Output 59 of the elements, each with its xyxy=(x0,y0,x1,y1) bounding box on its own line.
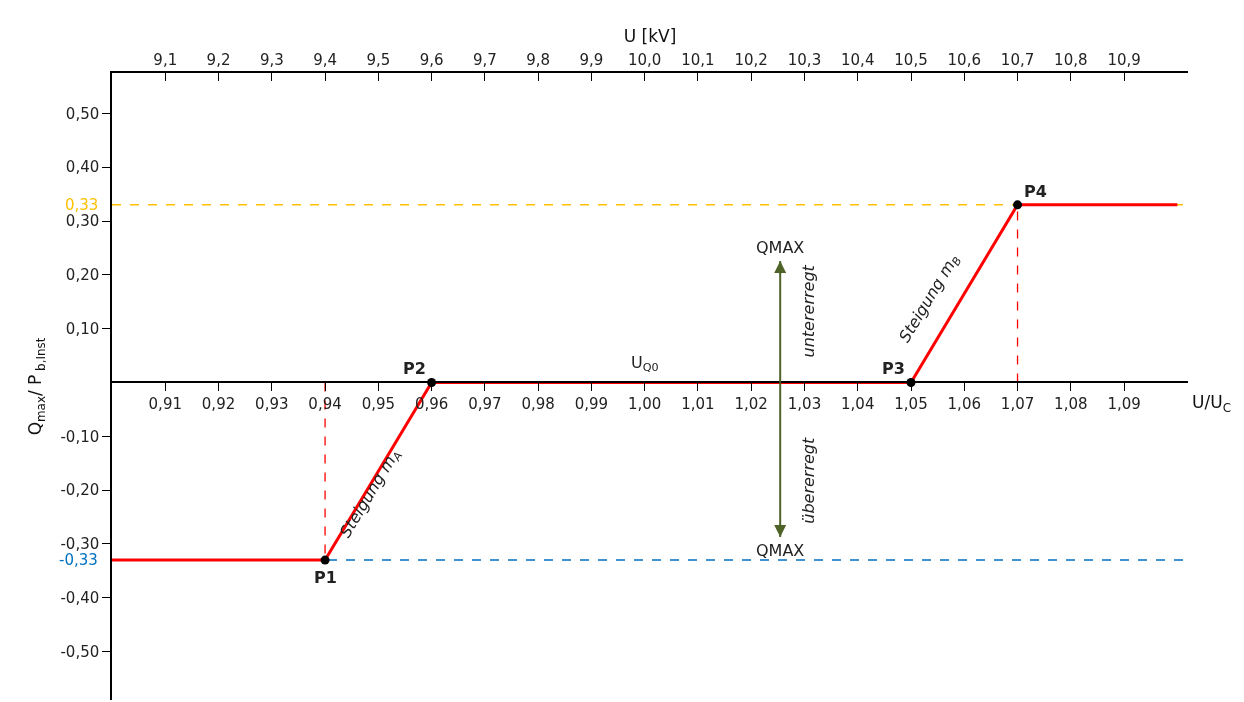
x2-tick-label: 10,8 xyxy=(1054,51,1088,70)
x2-tick-label: 10,1 xyxy=(681,51,715,70)
x2-tick-label: 9,4 xyxy=(313,51,337,70)
y-tick-label: 0,50 xyxy=(65,104,100,123)
x-tick-label: 0,91 xyxy=(148,395,182,414)
annotation: P3 xyxy=(882,359,905,378)
x-tick-label: 0,95 xyxy=(361,395,396,414)
x2-tick-label: 9,3 xyxy=(259,51,284,70)
annotation: untererregt xyxy=(798,264,818,358)
annotation: P4 xyxy=(1024,182,1047,201)
annotation: QMAX xyxy=(756,238,805,257)
x2-tick-label: 10,5 xyxy=(894,51,928,70)
x-tick-label: 1,08 xyxy=(1054,395,1088,414)
x2-tick-label: 10,7 xyxy=(1000,51,1035,70)
y-tick-label: -0,40 xyxy=(60,588,100,607)
ref-line-label: 0,33 xyxy=(65,196,99,214)
x2-tick-label: 10,4 xyxy=(841,51,875,70)
x-tick-label: 1,09 xyxy=(1107,395,1141,414)
y-tick-label: -0,50 xyxy=(60,642,100,661)
x2-tick-label: 9,2 xyxy=(206,51,231,70)
x-tick-label: 1,00 xyxy=(627,395,662,414)
annotation: QMAX xyxy=(756,541,805,560)
x-tick-label: 1,02 xyxy=(734,395,768,414)
x2-tick-label: 10,2 xyxy=(734,51,768,70)
x-tick-label: 0,93 xyxy=(255,395,289,414)
x2-tick-label: 9,7 xyxy=(472,51,497,70)
y-tick-label: 0,20 xyxy=(65,266,100,285)
x2-tick-label: 9,9 xyxy=(579,51,604,70)
annotation: übererregt xyxy=(798,437,818,524)
x-tick-label: 1,04 xyxy=(841,395,875,414)
x2-tick-label: 10,0 xyxy=(627,51,662,70)
x2-tick-label: 9,8 xyxy=(526,51,551,70)
x-tick-label: 0,97 xyxy=(468,395,502,414)
y-tick-label: -0,20 xyxy=(60,481,100,500)
x2-tick-label: 10,3 xyxy=(787,51,822,70)
x-axis-title: U/U$_{C}$ xyxy=(1192,392,1231,415)
x-tick-label: 1,05 xyxy=(894,395,928,414)
x-tick-label: 0,99 xyxy=(574,395,609,414)
x2-tick-label: 10,6 xyxy=(947,51,981,70)
x2-axis-title: U [kV] xyxy=(623,26,677,47)
annotation: U$_{Q0}$ xyxy=(631,353,659,375)
x-tick-label: 1,03 xyxy=(787,395,822,414)
x2-tick-label: 9,5 xyxy=(366,51,391,70)
x-tick-label: 0,92 xyxy=(201,395,236,414)
x-tick-label: 1,07 xyxy=(1000,395,1035,414)
annotation: P1 xyxy=(314,568,337,587)
x-tick-label: 1,01 xyxy=(681,395,715,414)
y-tick-label: 0,10 xyxy=(65,319,100,338)
x2-tick-label: 9,6 xyxy=(419,51,444,70)
y-tick-label: -0,30 xyxy=(60,535,100,554)
x-tick-label: 0,98 xyxy=(521,395,555,414)
x-tick-label: 1,06 xyxy=(947,395,981,414)
ref-line-label: -0,33 xyxy=(59,551,98,569)
y-tick-label: 0,40 xyxy=(65,158,100,177)
x2-tick-label: 10,9 xyxy=(1107,51,1141,70)
annotation: P2 xyxy=(403,359,426,378)
y-tick-label: -0,10 xyxy=(60,427,100,446)
y-tick-label: 0,30 xyxy=(65,212,100,231)
x2-tick-label: 9,1 xyxy=(153,51,178,70)
